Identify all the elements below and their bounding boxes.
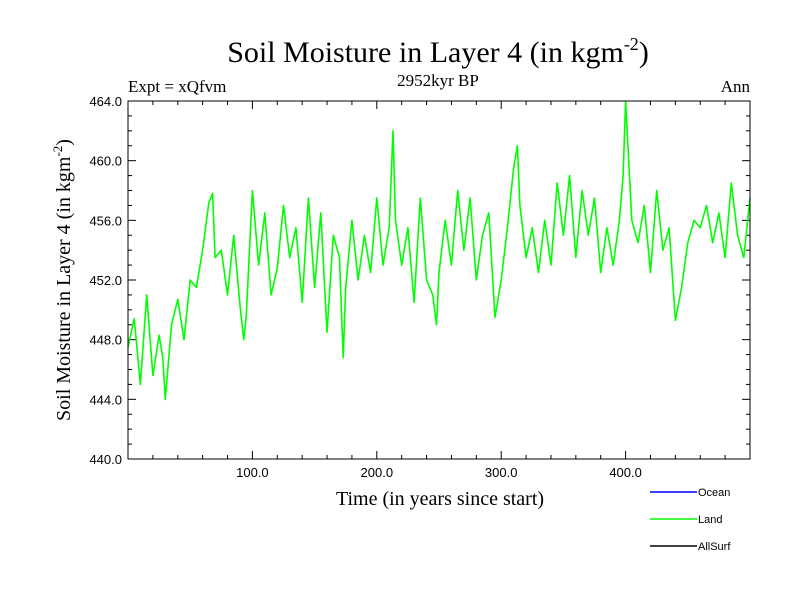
plot-frame <box>127 100 751 460</box>
y-axis-label-close: ) <box>53 139 75 146</box>
chart-title-superscript: -2 <box>624 34 639 54</box>
y-tick-label: 464.0 <box>89 94 122 109</box>
y-tick-label: 456.0 <box>89 213 122 228</box>
x-tick-label: 400.0 <box>609 465 642 480</box>
period-subtitle: 2952kyr BP <box>397 71 479 90</box>
y-axis-label-superscript: -2 <box>50 146 65 157</box>
series-line-land <box>127 100 751 401</box>
experiment-label: Expt = xQfvm <box>128 77 226 96</box>
chart-title-text: Soil Moisture in Layer 4 (in kgm <box>227 36 624 69</box>
legend-label-ocean: Ocean <box>698 487 730 499</box>
y-axis-label: Soil Moisture in Layer 4 (in kgm-2) <box>50 139 75 421</box>
x-tick-label: 300.0 <box>485 465 518 480</box>
x-tick-label: 100.0 <box>236 465 269 480</box>
y-tick-label: 452.0 <box>89 273 122 288</box>
y-tick-label: 460.0 <box>89 154 122 169</box>
chart-title: Soil Moisture in Layer 4 (in kgm-2) <box>227 34 649 69</box>
legend-label-allsurf: AllSurf <box>698 541 731 553</box>
season-label: Ann <box>721 77 751 96</box>
chart-title-close: ) <box>639 36 649 69</box>
y-tick-label: 444.0 <box>89 392 122 407</box>
series-layer <box>127 100 751 401</box>
y-tick-label: 448.0 <box>89 333 122 348</box>
y-tick-label: 440.0 <box>89 452 122 467</box>
legend: Ocean Land AllSurf <box>650 487 731 553</box>
y-axis-label-text: Soil Moisture in Layer 4 (in kgm <box>53 156 75 421</box>
x-axis-label: Time (in years since start) <box>336 488 544 510</box>
axis-ticks: 100.0 200.0 300.0 400.0 440.0 444.0 448.0 452.0… <box>89 94 750 480</box>
x-tick-label: 200.0 <box>361 465 394 480</box>
legend-label-land: Land <box>698 514 722 526</box>
